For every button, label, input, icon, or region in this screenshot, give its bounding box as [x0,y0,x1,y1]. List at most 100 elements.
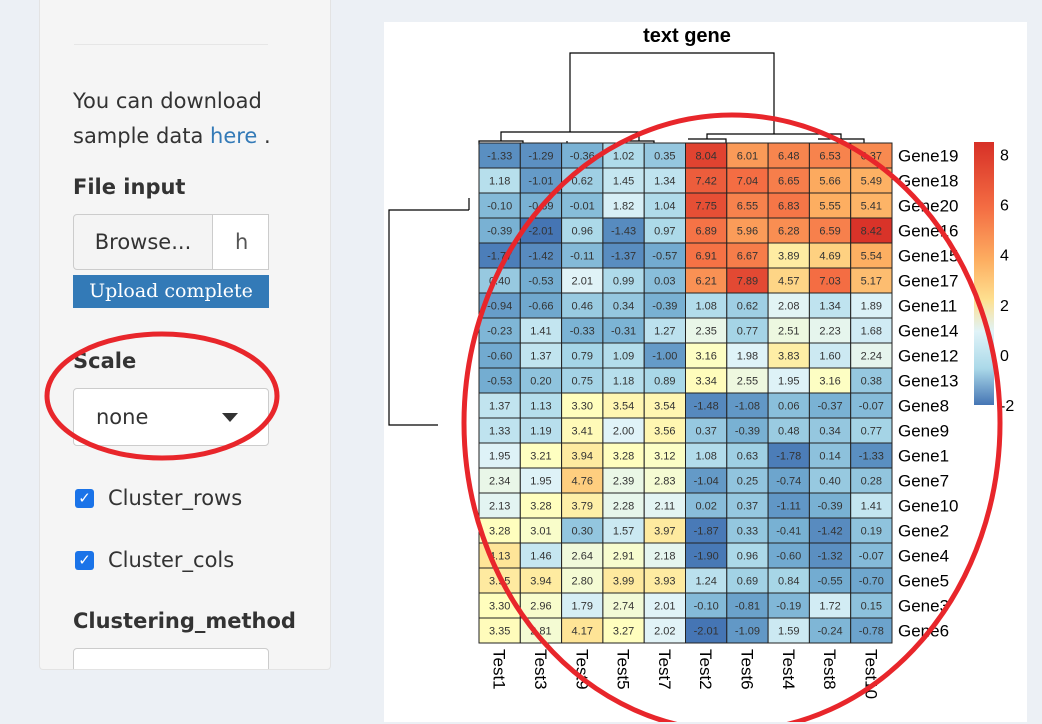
heatmap-cell-label: -0.19 [776,601,801,613]
heatmap-cell [561,592,604,619]
heatmap-cell-label: 4.17 [572,626,593,638]
heatmap-cell-label: -0.24 [818,626,843,638]
file-name-field[interactable]: h [212,214,269,270]
heatmap-cell-label: -0.36 [570,151,595,163]
heatmap-cell [602,267,645,294]
scale-select[interactable]: none [73,388,269,446]
heatmap-cell [643,267,687,294]
heatmap-cell-label: -0.10 [487,201,512,213]
column-label: Test7 [655,649,674,690]
heatmap-cell [561,492,604,519]
highlight-ellipse-heatmap [461,112,1003,722]
heatmap-cell [602,442,645,469]
heatmap-cell [850,492,893,519]
heatmap-cell-label: 3.56 [654,426,675,438]
heatmap-cell [726,367,769,394]
heatmap-cell-label: -0.94 [487,301,512,313]
heatmap-cells: -1.33 -1.29 -0.36 1.02 0.35 8.04 6.01 6.48 6.53 6… [478,142,893,644]
heatmap-cell [850,467,893,494]
heatmap-cell-label: 0.79 [572,351,593,363]
heatmap-cell-label: -1.04 [694,476,719,488]
column-label: Test2 [696,649,715,690]
heatmap-cell-label: 2.28 [613,501,634,513]
heatmap-cell [726,517,769,544]
legend-tick-label: 4 [1000,248,1009,265]
heatmap-cell-label: 3.54 [654,401,675,413]
row-label: Gene15 [898,247,959,266]
heatmap-cell [561,467,604,494]
heatmap-cell-label: 1.95 [530,476,551,488]
heatmap-cell-label: 5.41 [861,201,882,213]
heatmap-cell [726,442,769,469]
heatmap-cell-label: 2.02 [654,626,675,638]
heatmap-cell-label: 0.14 [819,451,840,463]
heatmap-cell-label: 3.01 [530,526,551,538]
heatmap-cell [561,342,604,369]
heatmap-cell-label: -0.70 [859,576,884,588]
heatmap-cell-label: 3.16 [819,376,840,388]
heatmap-cell-label: 1.82 [613,201,634,213]
heatmap-cell [643,242,687,269]
heatmap-cell-label: 1.09 [613,351,634,363]
heatmap-cell [561,367,604,394]
heatmap-cell-label: 3.89 [778,251,799,263]
row-label: Gene17 [898,272,959,291]
heatmap-cell-label: 3.27 [613,626,634,638]
heatmap-cell-label: -1.11 [777,501,801,513]
heatmap-cell-label: 0.77 [861,426,882,438]
download-link[interactable]: here [210,124,258,148]
heatmap-cell-label: 0.48 [778,426,799,438]
heatmap-cell [767,142,810,169]
heatmap-cell-label: 0.89 [654,376,675,388]
heatmap-cell-label: 0.96 [572,226,593,238]
heatmap-cell-label: 0.97 [654,226,675,238]
heatmap-cell [767,492,810,519]
heatmap-cell-label: 3.97 [654,526,675,538]
column-label: Test3 [531,649,550,690]
heatmap-cell-label: 0.77 [737,326,758,338]
row-label: Gene16 [898,222,959,241]
column-label: Test4 [779,649,798,690]
heatmap-cell-label: 0.33 [737,526,758,538]
heatmap-cell-label: -2.01 [694,626,719,638]
heatmap-cell [726,217,769,244]
heatmap-cell-label: 6.89 [695,226,716,238]
heatmap-cell-label: 4.69 [819,251,840,263]
heatmap-cell [602,292,645,319]
upload-progress-bar: Upload complete [73,275,269,308]
heatmap-cell [850,567,893,594]
heatmap-cell-label: 1.33 [489,426,510,438]
heatmap-cell [643,492,687,519]
row-label: Gene3 [898,597,949,616]
heatmap-cell [850,242,893,269]
heatmap-cell-label: 7.03 [819,276,840,288]
heatmap-cell [685,217,728,244]
heatmap-cell [519,517,563,544]
heatmap-cell-label: -0.39 [487,226,512,238]
heatmap-cell-label: 0.38 [861,376,882,388]
heatmap-cell [726,617,769,644]
heatmap-cell-label: 1.41 [861,501,882,513]
heatmap-cell-label: 6.53 [819,151,840,163]
heatmap-cell-label: 3.83 [778,351,799,363]
row-label: Gene12 [898,347,959,366]
heatmap-cell-label: -0.39 [735,426,760,438]
heatmap-cell-label: 2.08 [778,301,799,313]
heatmap-cell-label: 6.83 [778,201,799,213]
heatmap-cell [602,617,645,644]
heatmap-plot: text gene -1.33 -1.29 -0.36 1.02 0.35 8.04 6.0… [384,22,1027,722]
cluster-cols-checkbox[interactable]: ✓ [75,551,94,570]
cluster-rows-checkbox[interactable]: ✓ [75,489,94,508]
heatmap-cell-label: 0.30 [572,526,593,538]
heatmap-cell-label: -1.01 [528,176,553,188]
browse-button[interactable]: Browse... [73,214,213,270]
heatmap-cell-label: 1.95 [489,451,510,463]
row-dendrogram [388,198,470,426]
heatmap-cell-label: 4.57 [778,276,799,288]
clustering-method-select[interactable] [73,648,269,669]
heatmap-cell [767,342,810,369]
download-hint: You can download sample data here . [73,84,283,154]
heatmap-cell [808,192,852,219]
heatmap-cell [602,467,645,494]
heatmap-cell-label: 0.34 [613,301,634,313]
